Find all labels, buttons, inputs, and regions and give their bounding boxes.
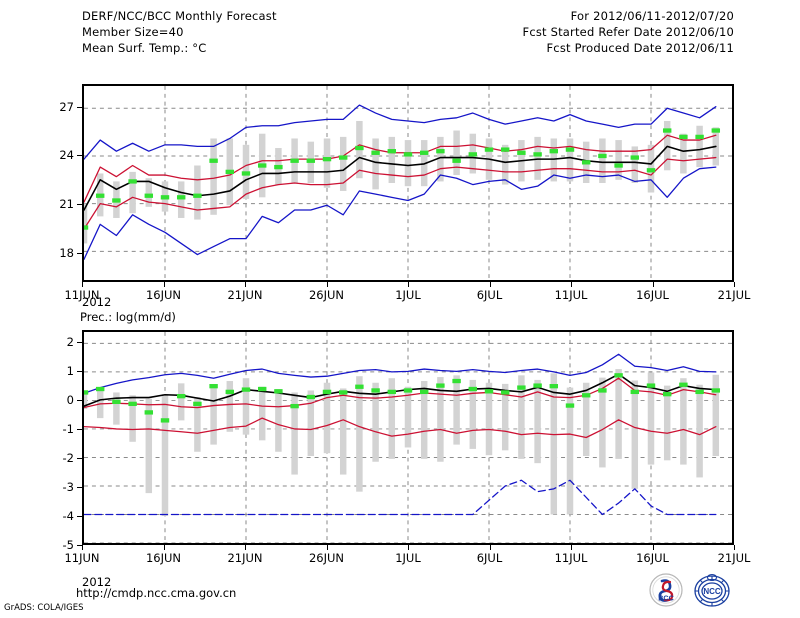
x-axis-tick (408, 282, 409, 287)
x-axis-tick (245, 545, 246, 550)
precipitation-chart-svg (84, 332, 732, 543)
x-axis-tick (652, 282, 654, 287)
forecast-period-label: For 2012/06/11-2012/07/20 (570, 9, 734, 23)
x-axis-tick-label: 1JUL (395, 288, 421, 302)
x-axis-tick (408, 545, 409, 550)
x-axis-tick (326, 282, 328, 287)
ncc-logo-text: NCC (703, 587, 721, 596)
x-axis-tick-label: 1JUL (395, 551, 421, 565)
x-axis-tick (571, 545, 572, 550)
y-axis-tick (77, 155, 82, 157)
x-axis-tick-label: 26JUN (308, 551, 345, 565)
y-axis-tick-label: -1 (62, 421, 74, 436)
x-axis-tick (82, 282, 83, 287)
x-axis-tick-label: 21JUN (227, 551, 263, 565)
logo-group: BCC NCC (646, 572, 746, 610)
y-axis-tick (77, 399, 82, 401)
x-axis-tick-label: 11JUN (64, 551, 100, 565)
x-axis-tick-label: 6JUL (476, 288, 503, 302)
ncc-logo-icon: NCC (692, 572, 732, 610)
x-axis-tick (489, 282, 491, 287)
variable-label: Mean Surf. Temp.: °C (82, 41, 207, 55)
y-axis-tick (77, 545, 82, 546)
y-axis-tick (77, 204, 82, 206)
bcc-logo-icon: BCC (646, 572, 686, 610)
x-axis-tick-label: 16JUN (145, 288, 182, 302)
x-axis-tick (163, 545, 165, 550)
x-axis-tick-label: 11JUL (554, 551, 588, 565)
precipitation-subtitle: Prec.: log(mm/d) (80, 310, 176, 324)
y-axis-tick-label: 18 (59, 245, 74, 260)
x-axis-tick (734, 282, 735, 287)
y-axis-tick (77, 486, 82, 488)
y-axis-tick-label: 24 (59, 148, 74, 163)
temperature-chart-svg (84, 86, 732, 280)
x-axis-tick-label: 11JUN (64, 288, 100, 302)
x-axis-tick (652, 545, 654, 550)
temperature-panel: 18 21 24 27 11JUN 16JUN 21JUN 26JUN 1JUL 6JUL 11JU… (0, 0, 800, 309)
precipitation-plot-area (82, 330, 734, 545)
y-axis-tick (77, 252, 82, 254)
x-axis-tick-label: 21JUL (717, 551, 751, 565)
source-url-label[interactable]: http://cmdp.ncc.cma.gov.cn (76, 586, 237, 600)
y-axis-tick (77, 428, 82, 430)
y-axis-tick-label: -2 (62, 450, 74, 465)
temperature-year-label: 2012 (82, 295, 112, 309)
x-axis-tick (163, 282, 165, 287)
x-axis-tick (326, 545, 328, 550)
y-axis-tick-label: 27 (59, 99, 74, 114)
y-axis-tick-label: -3 (62, 479, 74, 494)
x-axis-tick (245, 282, 246, 287)
forecast-produced-date-label: Fcst Produced Date 2012/06/11 (546, 41, 734, 55)
x-axis-tick-label: 21JUL (717, 288, 751, 302)
bcc-logo-text: BCC (658, 594, 674, 603)
x-axis-tick-label: 16JUN (145, 551, 182, 565)
y-axis-tick-label: 21 (59, 197, 74, 212)
y-axis-tick (77, 370, 82, 372)
y-axis-tick-label: 2 (66, 334, 74, 349)
precipitation-panel: Prec.: log(mm/d) -5 -4 -3 -2 -1 0 1 2 11JUN 16JUN… (0, 300, 800, 589)
x-axis-tick-label: 6JUL (476, 551, 503, 565)
y-axis-tick (77, 341, 82, 343)
x-axis-tick-label: 11JUL (554, 288, 588, 302)
x-axis-tick-label: 21JUN (227, 288, 263, 302)
page-title: DERF/NCC/BCC Monthly Forecast (82, 9, 277, 23)
forecast-start-date-label: Fcst Started Refer Date 2012/06/10 (522, 25, 734, 39)
y-axis-tick-label: 1 (66, 363, 74, 378)
y-axis-tick-label: -5 (62, 538, 74, 552)
grads-credit-label: GrADS: COLA/IGES (4, 603, 84, 613)
x-axis-tick (571, 282, 572, 287)
y-axis-tick-label: 0 (66, 392, 74, 407)
precipitation-year-label: 2012 (82, 575, 112, 589)
x-axis-tick-label: 16JUL (636, 551, 669, 565)
x-axis-tick (734, 545, 735, 550)
y-axis-tick (77, 457, 82, 459)
y-axis-tick (77, 515, 82, 517)
y-axis-tick (77, 106, 82, 108)
temperature-plot-area (82, 84, 734, 282)
x-axis-tick (489, 545, 491, 550)
member-size-label: Member Size=40 (82, 25, 184, 39)
x-axis-tick-label: 16JUL (636, 288, 669, 302)
x-axis-tick-label: 26JUN (308, 288, 345, 302)
y-axis-tick-label: -4 (62, 508, 74, 523)
x-axis-tick (82, 545, 83, 550)
